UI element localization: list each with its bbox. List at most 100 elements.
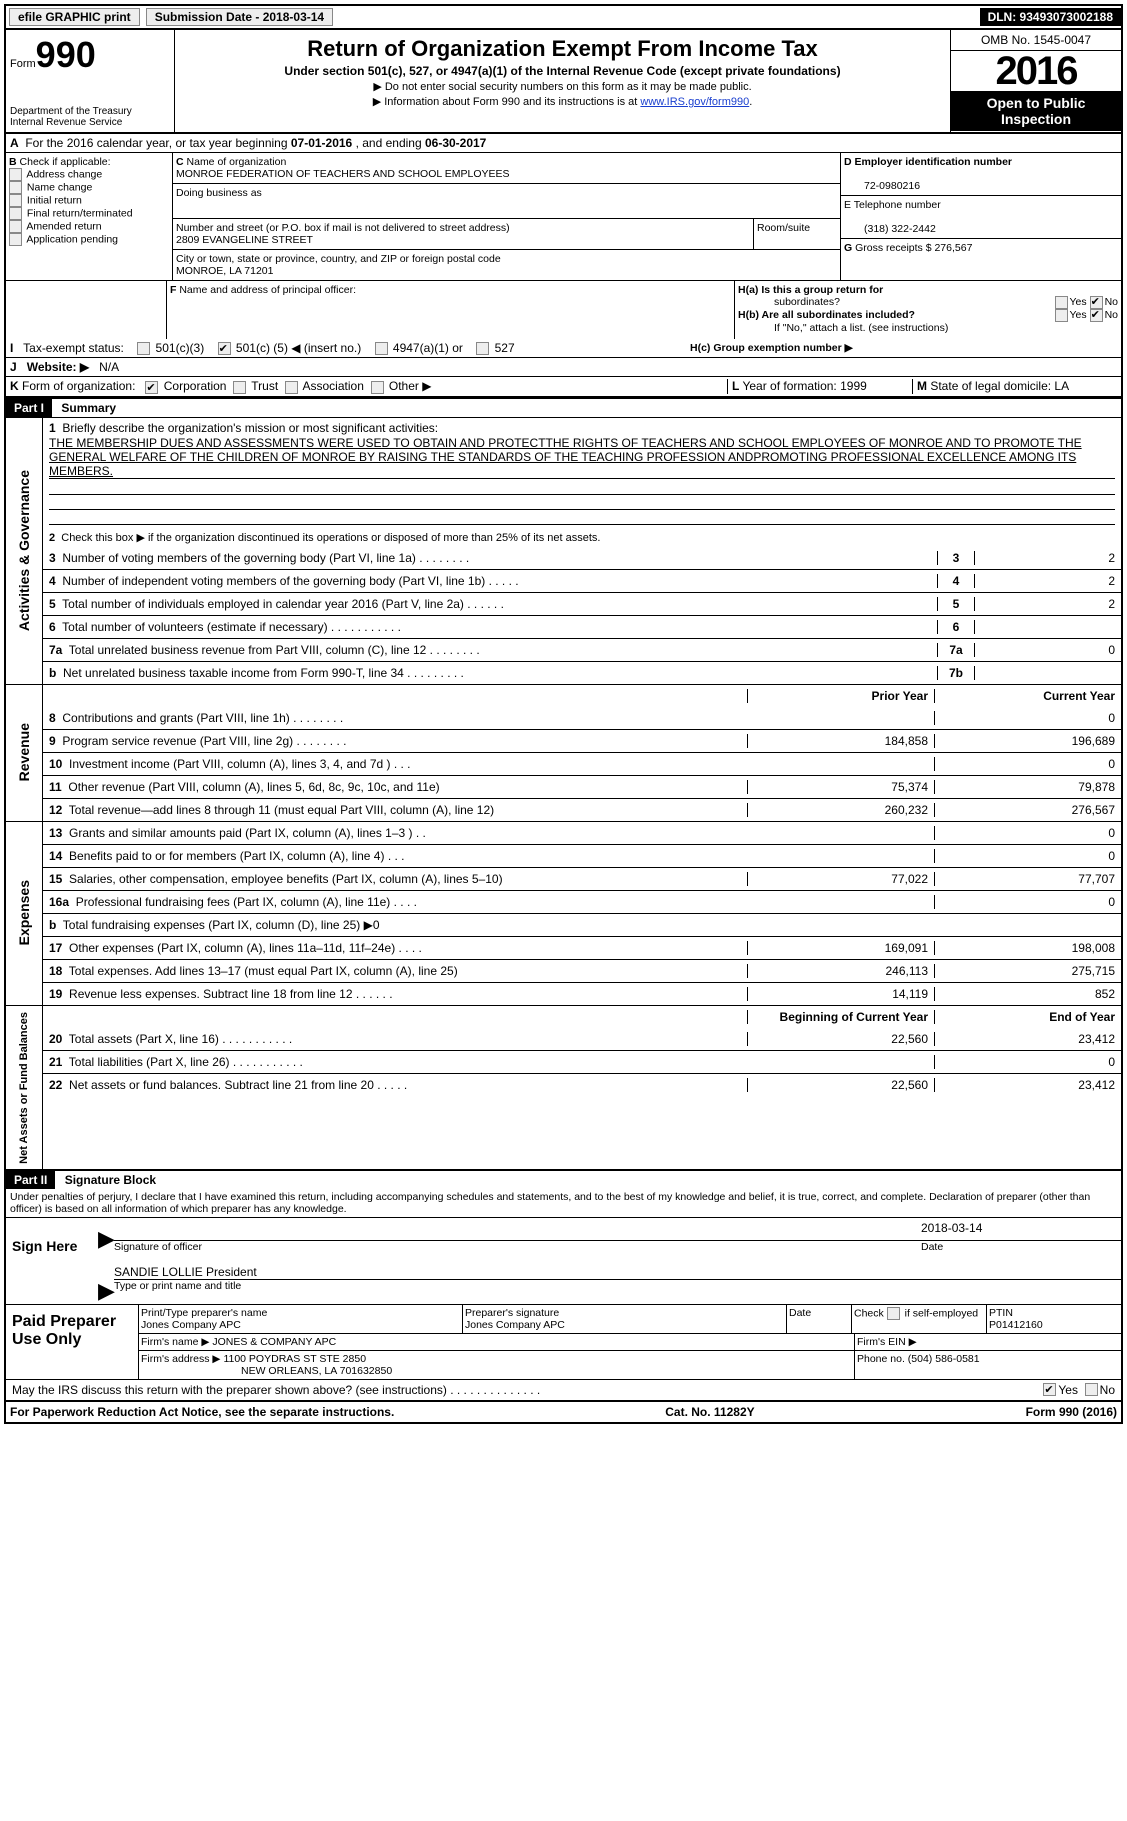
website-value: N/A bbox=[99, 360, 119, 374]
data-row: 11 Other revenue (Part VIII, column (A),… bbox=[43, 775, 1121, 798]
arrow-line-1: ▶ Do not enter social security numbers o… bbox=[195, 80, 930, 93]
data-row: 9 Program service revenue (Part VIII, li… bbox=[43, 729, 1121, 752]
final-return-checkbox[interactable] bbox=[9, 207, 22, 220]
corporation-checkbox[interactable] bbox=[145, 381, 158, 394]
self-employed-checkbox[interactable] bbox=[887, 1307, 900, 1320]
may-irs-no-checkbox[interactable] bbox=[1085, 1383, 1098, 1396]
irs-label: Internal Revenue Service bbox=[10, 117, 170, 128]
firm-ein-label: Firm's EIN ▶ bbox=[855, 1334, 1121, 1350]
firm-phone: (504) 586-0581 bbox=[908, 1353, 980, 1365]
other-checkbox[interactable] bbox=[371, 381, 384, 394]
hc-label: H(c) Group exemption number ▶ bbox=[690, 342, 853, 354]
room-suite-label: Room/suite bbox=[754, 219, 840, 249]
officer-name: SANDIE LOLLIE President bbox=[114, 1253, 1121, 1280]
ptin-value: P01412160 bbox=[989, 1319, 1043, 1331]
box-c: C Name of organization MONROE FEDERATION… bbox=[173, 153, 841, 280]
header-mid: Return of Organization Exempt From Incom… bbox=[175, 30, 950, 132]
data-row: 13 Grants and similar amounts paid (Part… bbox=[43, 822, 1121, 844]
form-990-number: 990 bbox=[36, 34, 96, 75]
line-a: A For the 2016 calendar year, or tax yea… bbox=[6, 134, 1121, 153]
amended-return-checkbox[interactable] bbox=[9, 220, 22, 233]
box-h: H(a) Is this a group return for subordin… bbox=[735, 281, 1121, 339]
data-row: 15 Salaries, other compensation, employe… bbox=[43, 867, 1121, 890]
prior-year-header: Prior Year bbox=[747, 689, 934, 703]
4947-checkbox[interactable] bbox=[375, 342, 388, 355]
data-row: 17 Other expenses (Part IX, column (A), … bbox=[43, 936, 1121, 959]
trust-checkbox[interactable] bbox=[233, 381, 246, 394]
paperwork-notice: For Paperwork Reduction Act Notice, see … bbox=[10, 1405, 394, 1419]
gross-receipts: 276,567 bbox=[934, 242, 972, 254]
sig-officer-label: Signature of officer bbox=[114, 1241, 921, 1253]
gov-row: 7a Total unrelated business revenue from… bbox=[43, 638, 1121, 661]
application-pending-checkbox[interactable] bbox=[9, 233, 22, 246]
501c-checkbox[interactable] bbox=[218, 342, 231, 355]
firm-address-1: 1100 POYDRAS ST STE 2850 bbox=[223, 1353, 366, 1365]
dba-label: Doing business as bbox=[176, 187, 262, 199]
form-title: Return of Organization Exempt From Incom… bbox=[195, 36, 930, 62]
footer: For Paperwork Reduction Act Notice, see … bbox=[6, 1400, 1121, 1422]
ein-label: D Employer identification number bbox=[844, 156, 1012, 168]
beginning-year-header: Beginning of Current Year bbox=[747, 1010, 934, 1024]
data-row: 20 Total assets (Part X, line 16) . . . … bbox=[43, 1028, 1121, 1050]
address-change-checkbox[interactable] bbox=[9, 168, 22, 181]
gov-row: b Net unrelated business taxable income … bbox=[43, 661, 1121, 684]
cat-number: Cat. No. 11282Y bbox=[665, 1405, 754, 1419]
year-formation: 1999 bbox=[840, 379, 867, 393]
irs-link[interactable]: www.IRS.gov/form990 bbox=[640, 96, 749, 108]
name-change-checkbox[interactable] bbox=[9, 181, 22, 194]
part1-body: Activities & Governance 1 Briefly descri… bbox=[6, 417, 1121, 1170]
hb-yes-checkbox[interactable] bbox=[1055, 309, 1068, 322]
header-row: Form990 Department of the Treasury Inter… bbox=[6, 30, 1121, 134]
side-governance: Activities & Governance bbox=[16, 464, 32, 637]
arrow-line-2: ▶ Information about Form 990 and its ins… bbox=[195, 95, 930, 108]
initial-return-checkbox[interactable] bbox=[9, 194, 22, 207]
data-row: 12 Total revenue—add lines 8 through 11 … bbox=[43, 798, 1121, 821]
header-left: Form990 Department of the Treasury Inter… bbox=[6, 30, 175, 132]
form-990-container: efile GRAPHIC print Submission Date - 20… bbox=[4, 4, 1123, 1424]
omb-number: OMB No. 1545-0047 bbox=[951, 30, 1121, 51]
phone-value: (318) 322-2442 bbox=[844, 223, 936, 235]
street-address: 2809 EVANGELINE STREET bbox=[176, 234, 313, 246]
principal-officer-label: Name and address of principal officer: bbox=[179, 284, 356, 296]
top-bar: efile GRAPHIC print Submission Date - 20… bbox=[6, 6, 1121, 30]
phone-label: E Telephone number bbox=[844, 199, 941, 211]
current-year-header: Current Year bbox=[934, 689, 1121, 703]
data-row: 16a Professional fundraising fees (Part … bbox=[43, 890, 1121, 913]
submission-date-button[interactable]: Submission Date - 2018-03-14 bbox=[146, 8, 333, 26]
association-checkbox[interactable] bbox=[285, 381, 298, 394]
501c3-checkbox[interactable] bbox=[137, 342, 150, 355]
data-row: 19 Revenue less expenses. Subtract line … bbox=[43, 982, 1121, 1005]
part2-header: Part II Signature Block bbox=[6, 1169, 1121, 1189]
box-b: B Check if applicable: Address change Na… bbox=[6, 153, 173, 280]
info-block: B Check if applicable: Address change Na… bbox=[6, 153, 1121, 280]
gov-row: 5 Total number of individuals employed i… bbox=[43, 592, 1121, 615]
side-revenue: Revenue bbox=[16, 717, 32, 787]
org-name: MONROE FEDERATION OF TEACHERS AND SCHOOL… bbox=[176, 168, 510, 180]
firm-name: JONES & COMPANY APC bbox=[212, 1336, 336, 1348]
data-row: 8 Contributions and grants (Part VIII, l… bbox=[43, 707, 1121, 729]
part1-header: Part I Summary bbox=[6, 397, 1121, 417]
form-subtitle: Under section 501(c), 527, or 4947(a)(1)… bbox=[195, 64, 930, 78]
data-row: b Total fundraising expenses (Part IX, c… bbox=[43, 913, 1121, 936]
gov-row: 4 Number of independent voting members o… bbox=[43, 569, 1121, 592]
side-expenses: Expenses bbox=[16, 874, 32, 951]
gov-row: 6 Total number of volunteers (estimate i… bbox=[43, 615, 1121, 638]
data-row: 22 Net assets or fund balances. Subtract… bbox=[43, 1073, 1121, 1096]
tax-year: 2016 bbox=[951, 51, 1121, 91]
city-state-zip: MONROE, LA 71201 bbox=[176, 265, 273, 277]
hb-no-checkbox[interactable] bbox=[1090, 309, 1103, 322]
may-irs-yes-checkbox[interactable] bbox=[1043, 1383, 1056, 1396]
efile-print-button[interactable]: efile GRAPHIC print bbox=[9, 8, 140, 26]
ein-value: 72-0980216 bbox=[844, 180, 920, 192]
line-klm: K Form of organization: Corporation Trus… bbox=[6, 377, 1121, 396]
line-i: I Tax-exempt status: 501(c)(3) 501(c) (5… bbox=[6, 339, 1121, 358]
sign-here-label: Sign Here bbox=[6, 1218, 98, 1304]
data-row: 18 Total expenses. Add lines 13–17 (must… bbox=[43, 959, 1121, 982]
ha-no-checkbox[interactable] bbox=[1090, 296, 1103, 309]
ha-yes-checkbox[interactable] bbox=[1055, 296, 1068, 309]
sign-date: 2018-03-14 bbox=[921, 1218, 1121, 1240]
f-h-block: F Name and address of principal officer:… bbox=[6, 280, 1121, 339]
data-row: 14 Benefits paid to or for members (Part… bbox=[43, 844, 1121, 867]
527-checkbox[interactable] bbox=[476, 342, 489, 355]
right-info-col: D Employer identification number 72-0980… bbox=[841, 153, 1121, 280]
